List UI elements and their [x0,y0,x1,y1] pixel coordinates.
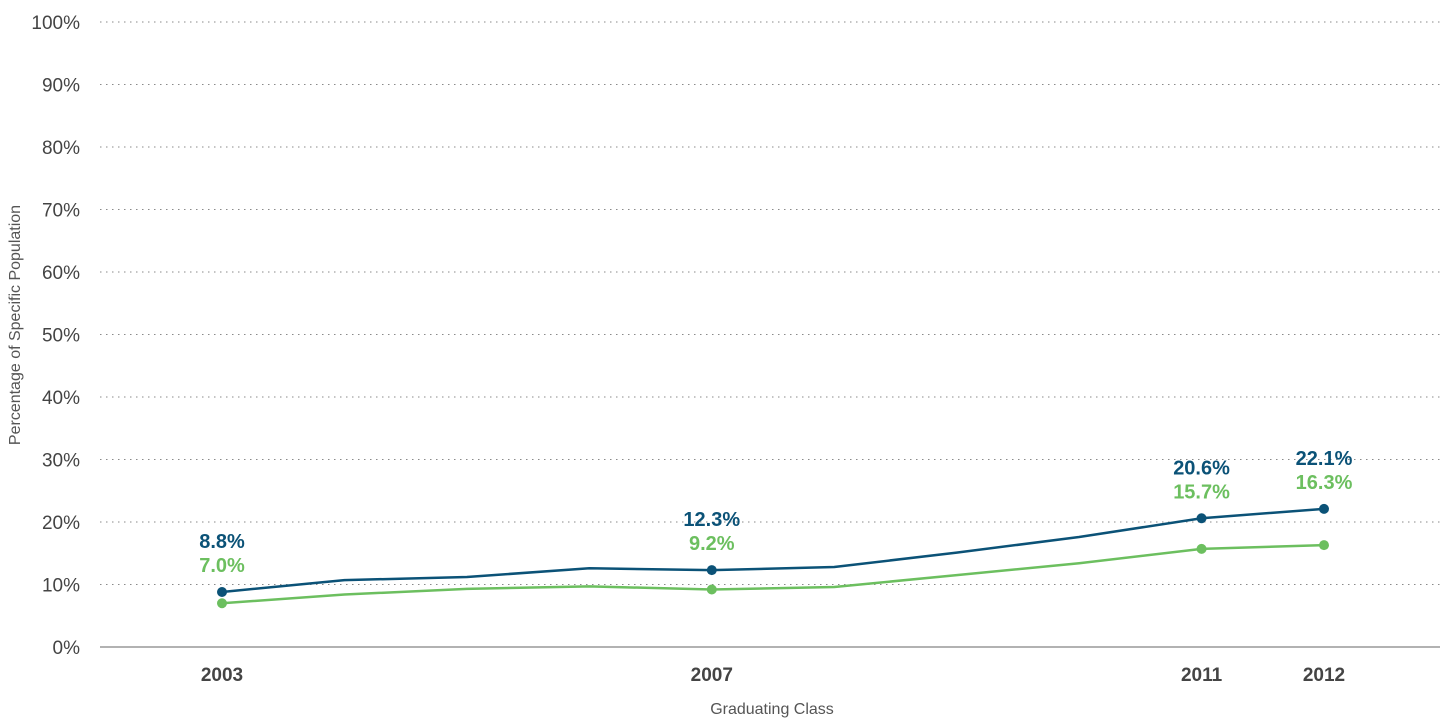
data-label: 15.7% [1173,481,1230,503]
data-label: 8.8% [199,531,245,553]
y-tick-label: 60% [42,263,80,284]
y-tick-label: 40% [42,388,80,409]
x-axis: 2003 2007 2011 2012 [100,646,1440,686]
data-point [1196,513,1207,524]
y-axis: 0% 10% 20% 30% 40% 50% 60% 70% 80% 90% 100% [31,13,80,659]
gridlines [100,21,1440,585]
data-point [1319,540,1329,551]
x-tick-label: 2007 [691,665,733,686]
y-tick-label: 30% [42,451,80,472]
data-label: 22.1% [1296,448,1353,470]
series-line-1 [220,507,1326,594]
data-label: 9.2% [689,533,735,555]
y-tick-label: 90% [42,76,80,97]
data-point [217,598,227,609]
y-tick-label: 80% [42,138,80,159]
x-tick-label: 2012 [1303,665,1345,686]
data-point [1196,543,1207,554]
y-axis-title: Percentage of Specific Population [7,205,24,445]
data-point [1319,503,1329,514]
data-point [706,565,717,576]
y-tick-label: 100% [31,13,80,34]
series-line-2 [220,543,1326,605]
y-tick-label: 50% [42,326,80,347]
data-label: 7.0% [199,555,245,577]
x-tick-label: 2003 [201,665,243,686]
data-point [706,584,717,595]
data-label: 20.6% [1173,457,1230,479]
data-label: 12.3% [683,509,740,531]
series-lines [217,503,1329,609]
data-labels: 8.8%7.0% 12.3%9.2% 20.6%15.7% 22.1%16.3% [199,448,1352,577]
y-tick-label: 20% [42,513,80,534]
x-tick-label: 2011 [1181,665,1223,686]
data-label: 16.3% [1296,472,1353,494]
y-tick-label: 10% [42,576,80,597]
data-point [217,587,227,597]
y-tick-label: 70% [42,201,80,222]
y-tick-label: 0% [53,638,81,659]
x-axis-title: Graduating Class [710,701,834,718]
